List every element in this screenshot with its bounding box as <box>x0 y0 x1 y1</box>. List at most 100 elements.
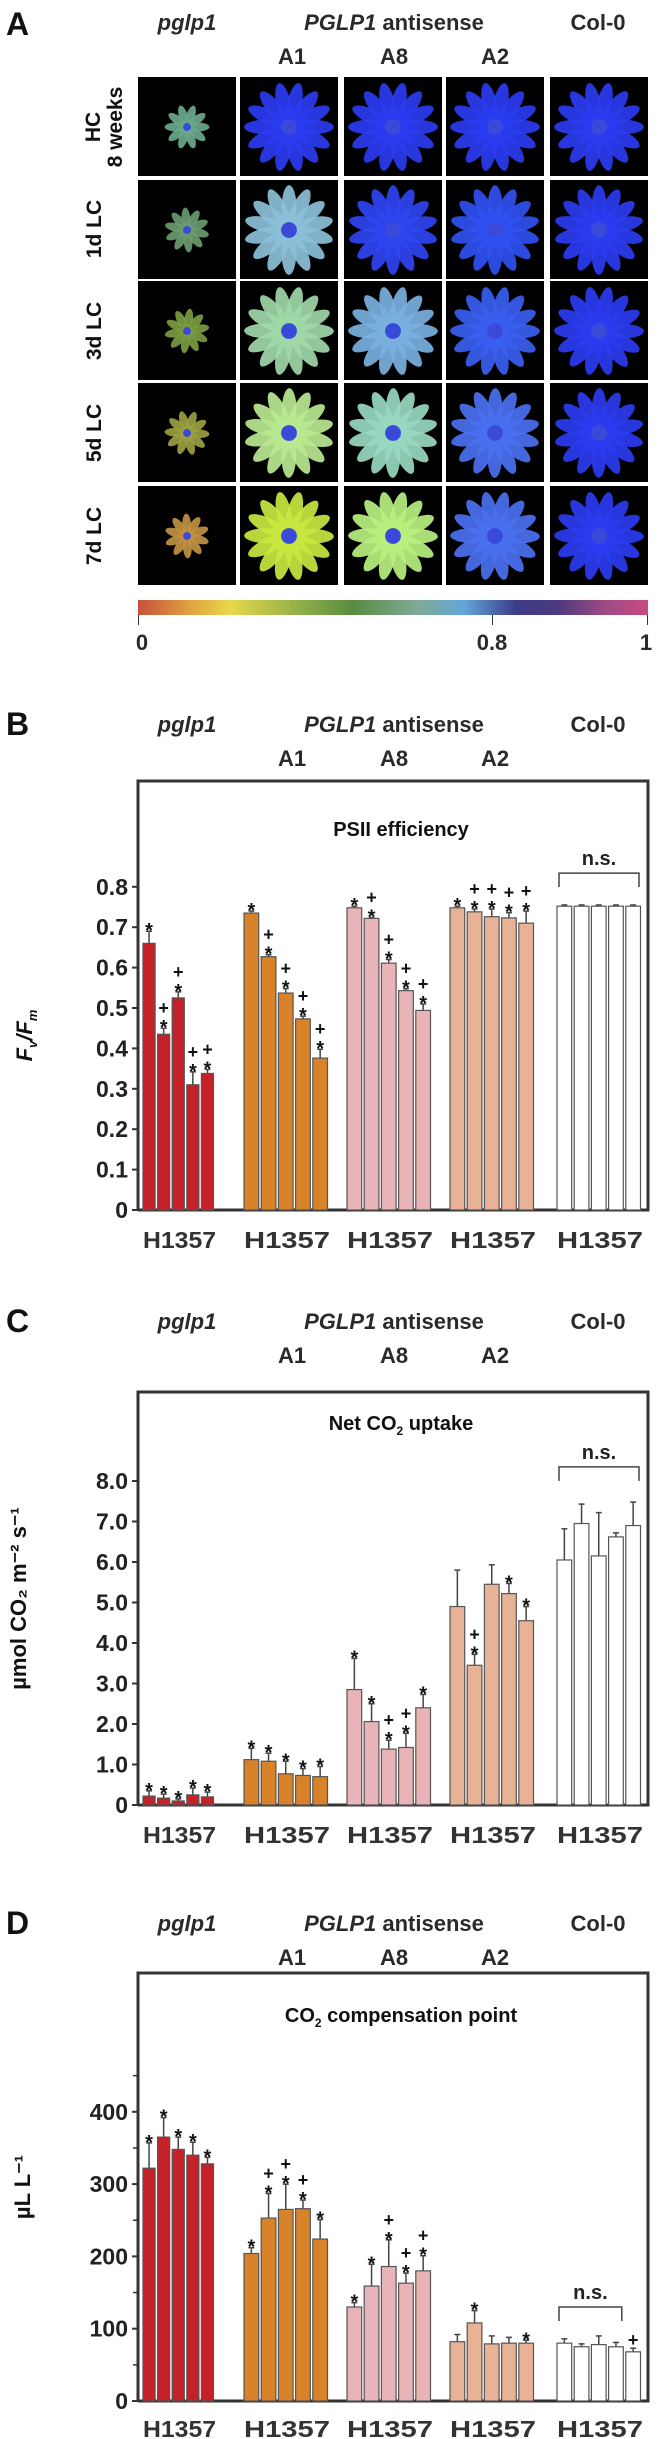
bar-a2 <box>501 917 517 1211</box>
bar-col-0 <box>590 1555 607 1806</box>
plant-image <box>550 77 648 176</box>
colorbar-tick <box>647 615 648 625</box>
plant-image <box>240 180 338 279</box>
y-axis-label-part: v <box>25 1040 40 1048</box>
x-tick-label: H1357 <box>244 1822 330 1848</box>
y-axis-label: Fv/Fm <box>12 1009 40 1061</box>
x-tick-label: H1357 <box>557 2416 643 2439</box>
significance-plus: + <box>469 1624 480 1644</box>
x-tick-label: H1357 <box>244 2416 330 2439</box>
bar-pglp1 <box>200 2163 215 2402</box>
y-tick-label: 0 <box>115 1197 128 1223</box>
antisense-gene: PGLP1 <box>304 1309 377 1334</box>
bar-a1 <box>295 1774 311 1806</box>
rosette-icon <box>349 185 437 275</box>
bar-pglp1 <box>157 2136 171 2402</box>
significance-plus: + <box>383 1710 394 1730</box>
plant-image <box>344 486 442 585</box>
significance-plus: + <box>315 1019 326 1039</box>
bar-a1 <box>277 992 294 1211</box>
y-tick-label: 0.8 <box>96 874 128 900</box>
significance-plus: + <box>521 881 532 901</box>
significance-asterisk: * <box>419 1683 427 1705</box>
y-tick-label: 0 <box>115 2388 128 2414</box>
bar-a2 <box>449 907 466 1211</box>
line-label-a2: A2 <box>480 746 510 771</box>
antisense-word: antisense <box>376 1309 484 1334</box>
rosette-icon <box>554 287 644 375</box>
rosette-icon <box>555 388 643 478</box>
chart-title: Net CO2 uptake <box>329 1413 474 1438</box>
bar-col-0 <box>573 905 590 1211</box>
bar-a8 <box>346 2306 363 2402</box>
significance-asterisk: * <box>189 1061 197 1083</box>
antisense-word: antisense <box>376 712 484 737</box>
rosette-icon <box>245 185 333 275</box>
x-tick-label: H1357 <box>557 1227 643 1253</box>
rosette-icon <box>554 492 644 580</box>
plant-image <box>446 486 544 585</box>
rosette-icon <box>165 207 209 253</box>
rosette-icon <box>244 287 334 375</box>
rosette-icon <box>349 388 437 478</box>
significance-asterisk: * <box>265 1742 273 1764</box>
chart-title: PSII efficiency <box>333 819 469 841</box>
ns-bracket <box>558 872 640 888</box>
significance-asterisk: * <box>488 898 496 920</box>
y-tick-label: 200 <box>90 2243 128 2269</box>
significance-asterisk: * <box>145 2132 153 2154</box>
bar-a8 <box>363 2285 380 2402</box>
bar-a1 <box>243 1759 260 1806</box>
bar-col-0 <box>573 2346 590 2402</box>
bar-col-0 <box>556 905 573 1211</box>
antisense-word: antisense <box>376 1911 484 1936</box>
bar-pglp1 <box>200 1072 215 1211</box>
significance-plus: + <box>280 2154 291 2174</box>
bar-a2 <box>466 1664 483 1806</box>
line-label-a1: A1 <box>277 1945 307 1970</box>
significance-plus: + <box>188 1042 199 1062</box>
y-tick-label: 0.2 <box>96 1116 128 1142</box>
significance-plus: + <box>383 930 394 950</box>
significance-asterisk: * <box>204 1781 212 1803</box>
significance-asterisk: * <box>471 1643 479 1665</box>
plant-image <box>446 281 544 380</box>
bar-a2 <box>518 922 535 1211</box>
significance-asterisk: * <box>350 895 358 917</box>
colorbar-tick <box>492 615 493 625</box>
significance-asterisk: * <box>385 2229 393 2251</box>
significance-asterisk: * <box>160 2107 168 2129</box>
header-wildtype: Col-0 <box>570 1309 626 1334</box>
significance-asterisk: * <box>265 944 273 966</box>
plant-image <box>138 486 236 585</box>
bar-a2 <box>483 916 500 1211</box>
rosette-icon <box>165 513 209 559</box>
significance-plus: + <box>298 2170 309 2190</box>
significance-asterisk: * <box>368 907 376 929</box>
significance-asterisk: * <box>160 1017 168 1039</box>
significance-asterisk: * <box>282 978 290 1000</box>
rosette-icon <box>244 492 334 580</box>
significance-asterisk: * <box>385 1729 393 1751</box>
bar-a8 <box>380 962 397 1211</box>
bar-a8 <box>415 1707 432 1806</box>
colorbar-label-1: 1 <box>639 630 653 655</box>
significance-asterisk: * <box>145 1780 153 1802</box>
y-tick-label: 1.0 <box>96 1752 128 1778</box>
antisense-gene: PGLP1 <box>304 10 377 35</box>
colorbar-label-0: 0 <box>135 630 149 655</box>
y-axis-label-part: /F <box>12 1021 37 1042</box>
significance-asterisk: * <box>471 898 479 920</box>
significance-asterisk: * <box>522 1596 530 1618</box>
ns-label: n.s. <box>582 848 616 870</box>
significance-asterisk: * <box>505 1572 513 1594</box>
bar-a1 <box>260 1760 277 1806</box>
significance-asterisk: * <box>402 1722 410 1744</box>
bar-a1 <box>312 2238 329 2402</box>
bar-col-0 <box>625 2351 642 2402</box>
rosette-icon <box>555 185 643 275</box>
line-label-a2: A2 <box>480 44 510 69</box>
significance-asterisk: * <box>419 993 427 1015</box>
